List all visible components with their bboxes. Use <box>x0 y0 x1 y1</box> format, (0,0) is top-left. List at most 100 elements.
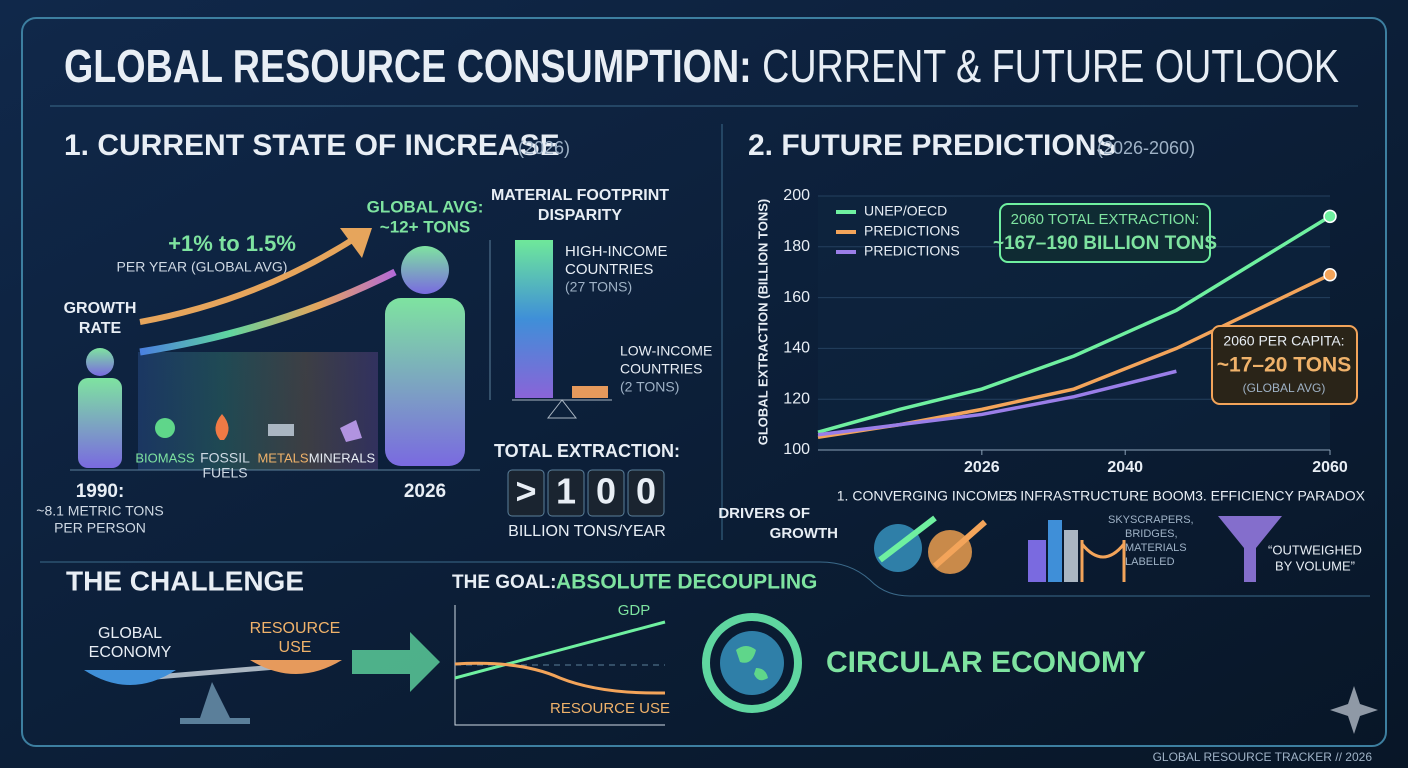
growth-note: PER YEAR (GLOBAL AVG) <box>117 259 288 275</box>
legend-label: PREDICTIONS <box>864 243 960 259</box>
driver-title: 1. CONVERGING INCOMES <box>837 488 1017 504</box>
end-point <box>1323 209 1337 224</box>
y-tick-label: 140 <box>783 340 810 357</box>
gdp-label: GDP <box>618 602 651 619</box>
decoration <box>454 605 665 726</box>
scale <box>84 660 342 724</box>
drivers-title: GROWTH <box>770 525 838 542</box>
challenge-left: GLOBAL <box>98 625 162 642</box>
x-tick-label: 2060 <box>1312 459 1348 476</box>
high-income: (27 TONS) <box>565 279 632 295</box>
digit-box <box>627 469 665 517</box>
start-note: ~8.1 METRIC TONS <box>36 503 163 519</box>
category-icons <box>155 414 362 442</box>
category-label: FOSSIL <box>200 450 250 466</box>
circular-icon <box>702 613 802 713</box>
title-light: CURRENT & FUTURE OUTLOOK <box>762 40 1339 92</box>
start-note: PER PERSON <box>54 520 146 536</box>
end-year: 2026 <box>404 481 446 502</box>
decoration <box>250 660 342 674</box>
section-subtitle: (2026) <box>518 138 570 158</box>
decoration <box>1218 516 1282 582</box>
person-2026 <box>385 246 465 466</box>
legend-label: UNEP/OECD <box>864 203 947 219</box>
growth-rate: +1% to 1.5% <box>168 231 296 256</box>
driver-note: “OUTWEIGHED <box>1268 542 1362 557</box>
growth-arrow <box>139 268 397 356</box>
global-avg: GLOBAL AVG: <box>367 197 484 216</box>
digit-counter: >1 0 0 <box>507 469 665 517</box>
arrow-head <box>340 228 372 258</box>
driver-icons <box>874 515 1282 582</box>
annotation-box <box>999 203 1211 263</box>
driver-note: SKYSCRAPERS, <box>1108 514 1194 526</box>
frame <box>21 17 1387 747</box>
category-label: FUELS <box>202 465 247 481</box>
arrow <box>352 632 440 692</box>
decoration <box>200 682 230 718</box>
decoration <box>86 348 114 376</box>
low-income: LOW-INCOME <box>620 343 712 359</box>
y-tick-label: 180 <box>783 238 810 255</box>
growth-arrow <box>139 232 362 325</box>
annotation: (GLOBAL AVG) <box>1243 381 1326 395</box>
driver-note: MATERIALS <box>1125 542 1187 554</box>
category-label: BIOMASS <box>135 450 195 465</box>
balance <box>512 399 612 419</box>
digit-box <box>507 469 545 517</box>
challenge-title: THE CHALLENGE <box>66 565 304 596</box>
chart-subtitle: (2026-2060) <box>1097 138 1195 158</box>
digit: > <box>515 471 536 512</box>
footprint-title: MATERIAL FOOTPRINT <box>491 187 669 204</box>
page-title: GLOBAL RESOURCE CONSUMPTION: CURRENT & F… <box>64 40 1339 92</box>
title-bold: GLOBAL RESOURCE CONSUMPTION: <box>64 40 752 92</box>
driver-note: BY VOLUME” <box>1275 558 1355 573</box>
footprint-title: DISPARITY <box>538 207 622 224</box>
low-income: COUNTRIES <box>620 361 702 377</box>
goal-title: ABSOLUTE DECOUPLING <box>556 571 817 594</box>
decoration <box>454 620 666 680</box>
footprint-bar-high <box>515 240 553 398</box>
digit: 1 <box>556 471 576 512</box>
resource-label: RESOURCE USE <box>550 700 670 717</box>
category-label: METALS <box>257 450 308 465</box>
decoration <box>78 378 122 468</box>
growth-band <box>138 352 378 470</box>
digit-box <box>547 469 585 517</box>
decoration <box>180 718 250 724</box>
growth-label: RATE <box>79 320 122 337</box>
driver-title: 3. EFFICIENCY PARADOX <box>1195 488 1366 504</box>
driver-note: BRIDGES, <box>1125 528 1178 540</box>
decoration <box>155 418 175 438</box>
annotation-box <box>1211 325 1358 405</box>
annotation: ~167–190 BILLION TONS <box>993 233 1217 254</box>
challenge-right: RESOURCE <box>250 620 341 637</box>
challenge-left: ECONOMY <box>89 644 172 661</box>
total-unit: BILLION TONS/YEAR <box>508 523 666 540</box>
total-label: TOTAL EXTRACTION: <box>494 441 680 461</box>
y-axis-label: GLOBAL EXTRACTION (BILLION TONS) <box>755 199 770 446</box>
low-income: (2 TONS) <box>620 379 679 395</box>
y-tick-label: 160 <box>783 289 810 306</box>
decoration <box>268 424 294 436</box>
decoration <box>878 515 937 563</box>
high-income: COUNTRIES <box>565 261 653 278</box>
series-line <box>817 369 1177 437</box>
section-title: 1. CURRENT STATE OF INCREASE <box>64 129 560 162</box>
decoration <box>215 414 229 440</box>
goal-title: THE GOAL: <box>452 572 557 593</box>
chart-title: 2. FUTURE PREDICTIONS <box>748 129 1116 162</box>
decoration <box>401 246 449 294</box>
digit-box <box>587 469 625 517</box>
decoration <box>1048 520 1062 582</box>
annotation: 2060 TOTAL EXTRACTION: <box>1011 211 1200 228</box>
end-point <box>1323 267 1337 282</box>
sparkle <box>1330 686 1378 734</box>
decoration <box>454 661 666 695</box>
legend-label: PREDICTIONS <box>864 223 960 239</box>
global-avg: ~12+ TONS <box>380 217 470 236</box>
decoration <box>1064 530 1078 582</box>
y-tick-label: 100 <box>783 441 810 458</box>
footer: GLOBAL RESOURCE TRACKER // 2026 <box>1153 750 1373 764</box>
